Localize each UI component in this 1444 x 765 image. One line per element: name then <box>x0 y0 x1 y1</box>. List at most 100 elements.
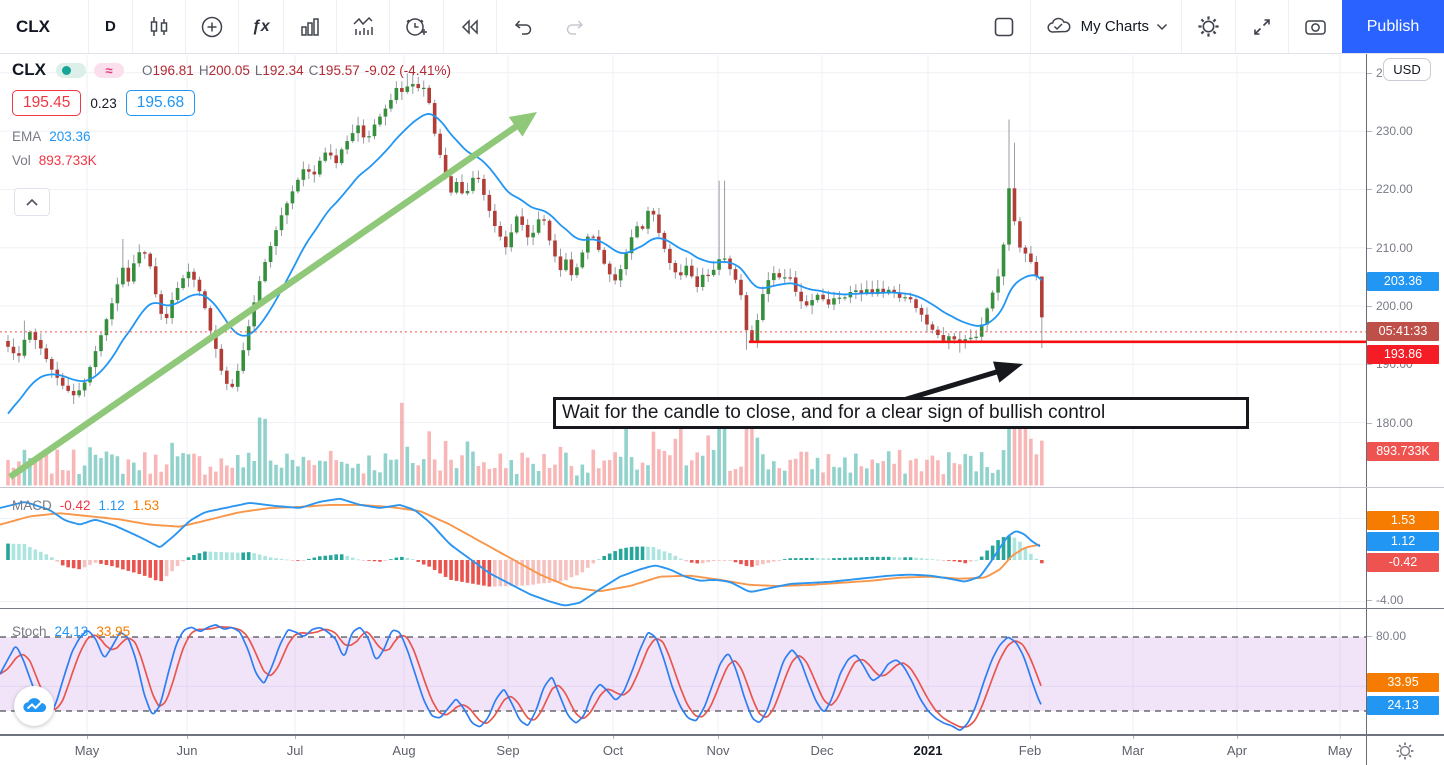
stoch-band <box>0 637 1366 711</box>
macd-hist-value: -0.42 <box>59 498 91 513</box>
replay-button[interactable] <box>444 0 496 53</box>
market-status-icon[interactable] <box>56 62 86 78</box>
time-tick-label: Nov <box>706 743 730 758</box>
time-tick-label: Sep <box>496 743 520 758</box>
stoch-d-line[interactable] <box>0 626 1042 728</box>
macd-signal-line[interactable] <box>0 503 1041 592</box>
toolbar-left: CLX D ƒx <box>0 0 601 53</box>
time-tick-label: Jun <box>176 743 198 758</box>
countdown-badge: 05:41:33 <box>1367 322 1439 341</box>
open-label: O <box>142 62 153 78</box>
pane-separator-macd-stoch[interactable] <box>0 608 1444 609</box>
time-axis[interactable]: May Jun Jul Aug Sep Oct Nov Dec 2021 Feb Mar Apr May <box>0 735 1444 765</box>
layout-select-button[interactable] <box>978 0 1030 53</box>
time-tick <box>822 735 823 739</box>
candlestick-icon <box>150 16 168 36</box>
chart-type-button[interactable] <box>133 0 185 53</box>
legend-symbol[interactable]: CLX <box>12 60 46 79</box>
fullscreen-button[interactable] <box>1236 0 1288 53</box>
low-label: L <box>254 62 263 78</box>
time-tick <box>187 735 188 739</box>
stoch-legend[interactable]: Stoch 24.13 33.95 <box>12 624 130 639</box>
buy-button[interactable]: 195.68 <box>125 90 196 116</box>
cloud-check-icon <box>1047 17 1071 33</box>
high-value: 200.05 <box>208 62 250 78</box>
close-label: C <box>308 62 319 78</box>
separator <box>1181 0 1182 53</box>
callout-annotation[interactable]: Wait for the candle to close, and for a … <box>553 397 1249 429</box>
redo-icon <box>566 20 583 35</box>
separator <box>495 0 497 53</box>
alert-button[interactable] <box>390 0 443 53</box>
interval-button[interactable]: D <box>105 18 116 35</box>
time-tick <box>1340 735 1341 739</box>
financials-button[interactable] <box>284 0 336 53</box>
separator <box>1235 0 1236 53</box>
time-tick-label: Jul <box>286 743 304 758</box>
snapshot-button[interactable] <box>1289 0 1342 53</box>
price-tick-label: 230.00 <box>1367 123 1413 139</box>
open-value: 196.81 <box>152 62 194 78</box>
plus-circle-icon <box>201 16 223 37</box>
ema-label[interactable]: EMA <box>12 129 42 144</box>
volume-label[interactable]: Vol <box>12 153 31 168</box>
symbol-search-button[interactable]: CLX <box>16 16 50 36</box>
stoch-k-value: 24.13 <box>54 624 89 639</box>
separator <box>131 0 133 53</box>
separator <box>442 0 444 53</box>
macd-histogram <box>6 536 1044 587</box>
price-tick-label: 210.00 <box>1367 240 1413 256</box>
time-tick-label: 2021 <box>913 743 943 758</box>
time-axis-gear-icon[interactable] <box>1393 739 1417 763</box>
logo-button[interactable] <box>14 686 54 726</box>
macd-signal-badge: 1.53 <box>1367 511 1439 530</box>
time-tick <box>928 735 929 739</box>
main-legend: CLX ≈ O196.81 H200.05 L192.34 C195.57 -9… <box>12 60 451 168</box>
redo-button[interactable] <box>549 0 601 53</box>
separator <box>388 0 390 53</box>
candles <box>6 73 1044 405</box>
currency-chip[interactable]: USD <box>1383 58 1431 81</box>
sell-button[interactable]: 195.45 <box>12 90 82 116</box>
my-charts-label: My Charts <box>1080 18 1149 35</box>
time-tick-label: Aug <box>392 743 416 758</box>
pane-separator-volume-macd[interactable] <box>0 487 1444 488</box>
close-value: 195.57 <box>318 62 360 78</box>
spread-value: 0.23 <box>90 95 117 111</box>
price-axis[interactable]: 180.00190.00200.00210.00220.00230.00240.… <box>1367 53 1444 735</box>
time-tick-label: Apr <box>1226 743 1248 758</box>
collapse-legend-button[interactable] <box>14 188 50 216</box>
settings-button[interactable] <box>1182 0 1235 53</box>
my-charts-button[interactable]: My Charts <box>1031 0 1181 53</box>
level-price-badge: 193.86 <box>1367 345 1439 364</box>
time-tick-label: May <box>1327 743 1353 758</box>
chart-canvas[interactable] <box>0 0 1366 765</box>
undo-button[interactable] <box>497 0 549 53</box>
price-tick-label: 200.00 <box>1367 298 1413 314</box>
templates-button[interactable] <box>337 0 389 53</box>
compare-button[interactable] <box>186 0 238 53</box>
macd-legend[interactable]: MACD -0.42 1.12 1.53 <box>12 498 159 513</box>
indicators-button[interactable]: ƒx <box>239 0 283 53</box>
stoch-k-line[interactable] <box>0 624 1042 731</box>
approx-price-icon[interactable]: ≈ <box>94 62 124 78</box>
macd-axis-tick: -4.00 <box>1367 592 1403 608</box>
time-tick <box>508 735 509 739</box>
fx-icon: ƒx <box>251 17 270 35</box>
separator <box>237 0 239 53</box>
ema-line[interactable] <box>7 113 1043 415</box>
change-value: -9.02 (-4.41%) <box>364 62 452 78</box>
time-tick <box>613 735 614 739</box>
time-tick-label: Oct <box>602 743 624 758</box>
publish-button[interactable]: Publish <box>1342 0 1444 53</box>
indicator-template-icon <box>353 16 373 35</box>
stoch-d-value: 33.95 <box>96 624 131 639</box>
time-axis-separator <box>0 734 1444 736</box>
ema-price-badge: 203.36 <box>1367 272 1439 291</box>
macd-line[interactable] <box>0 497 1041 607</box>
chevron-down-icon <box>1156 23 1168 30</box>
time-tick <box>1030 735 1031 739</box>
macd-label: MACD <box>12 498 52 513</box>
green-arrow-drawing[interactable] <box>8 112 537 480</box>
